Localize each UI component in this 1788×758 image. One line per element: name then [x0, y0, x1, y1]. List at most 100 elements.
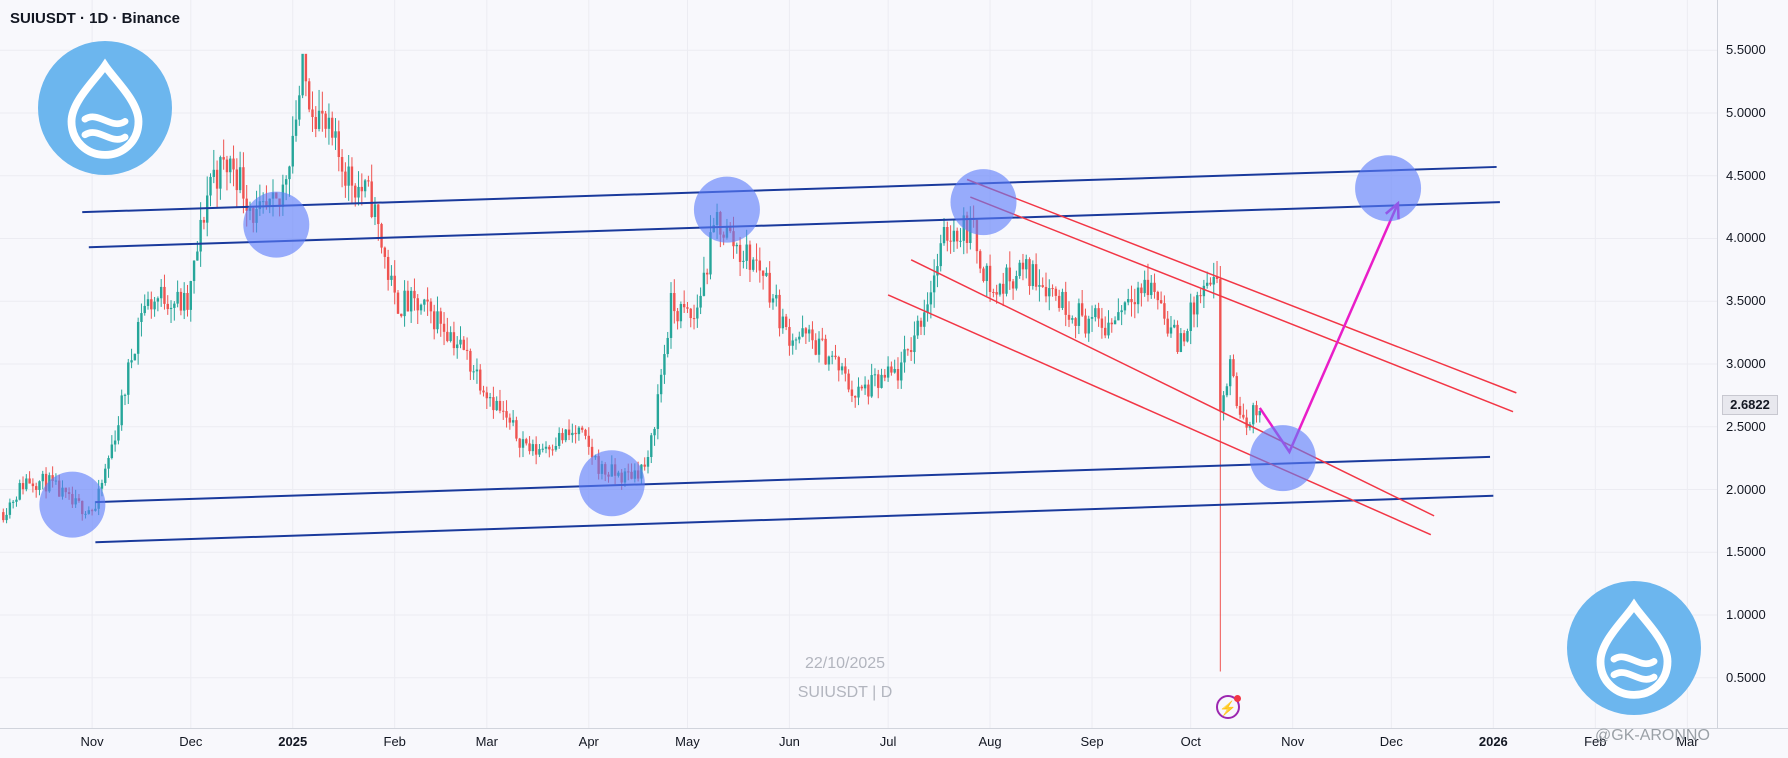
candle-up [886, 366, 890, 378]
candle-down [432, 311, 436, 330]
highlight-circle [1249, 425, 1316, 492]
candle-down [814, 340, 817, 355]
candle-down [360, 186, 364, 192]
candle-up [173, 303, 176, 308]
candle-down [844, 366, 847, 374]
date-tick-label: Mar [1676, 734, 1699, 749]
logo-wave [81, 113, 129, 127]
candle-up [15, 499, 18, 502]
candle-up [1205, 282, 1209, 286]
candle-up [936, 266, 939, 276]
candle-down [1159, 300, 1163, 304]
candle-up [1258, 411, 1261, 416]
date-tick-label: Feb [1584, 734, 1607, 749]
candle-down [215, 169, 219, 189]
notification-dot [1234, 695, 1241, 702]
price-tick-label: 3.0000 [1726, 356, 1766, 371]
candle-up [870, 375, 873, 397]
candle-up [357, 186, 360, 198]
candle-up [1015, 275, 1018, 289]
logo-disc [1567, 581, 1701, 715]
candle-up [1071, 318, 1074, 320]
candle-up [229, 158, 232, 173]
candle-up [939, 243, 942, 267]
candle-down [590, 446, 594, 458]
candle-up [390, 275, 393, 280]
candle-up [11, 501, 15, 503]
candle-down [1199, 295, 1202, 297]
candle-down [386, 256, 390, 280]
candle-up [1107, 322, 1110, 336]
candle-down [673, 293, 676, 312]
price-tick-label: 2.0000 [1726, 481, 1766, 497]
candle-down [485, 392, 489, 399]
candle-up [985, 265, 988, 282]
candle-down [34, 486, 38, 490]
candle-up [123, 394, 127, 396]
candle-down [314, 117, 317, 129]
candle-down [1044, 286, 1048, 297]
candle-down [498, 400, 502, 411]
candle-down [837, 357, 840, 371]
candle-up [745, 244, 748, 261]
candle-up [1087, 318, 1090, 334]
candle-down [222, 157, 225, 160]
candle-up [373, 204, 377, 217]
logo-droplet [1596, 598, 1672, 699]
candle-down [469, 350, 472, 372]
candle-down [383, 247, 387, 257]
highlight-circle [243, 191, 310, 258]
candle-up [554, 445, 558, 450]
candle-up [1113, 320, 1117, 325]
highlight-circle [39, 471, 106, 538]
candle-down [1008, 267, 1012, 282]
logo-wave [81, 129, 129, 143]
candle-down [584, 429, 587, 436]
flash-icon[interactable]: ⚡ [1216, 695, 1240, 719]
candle-up [146, 299, 150, 306]
candle-down [738, 244, 742, 262]
candle-down [51, 475, 54, 481]
candle-down [1219, 279, 1222, 412]
candle-up [830, 355, 834, 357]
channel-trendline [95, 494, 1494, 544]
price-tick-label: 1.5000 [1726, 544, 1766, 560]
candle-down [1100, 318, 1104, 328]
candle-down [1166, 318, 1169, 334]
candle-down [784, 316, 788, 328]
candle-down [643, 464, 646, 467]
candle-up [327, 117, 331, 129]
date-tick-label: Sep [1080, 734, 1104, 749]
descending-channel-line [910, 259, 1435, 517]
candle-down [426, 299, 429, 302]
candle-down [1110, 322, 1113, 325]
candle-up [929, 292, 933, 305]
candle-up [709, 232, 712, 275]
candle-up [104, 468, 107, 483]
symbol-title[interactable]: SUIUSDT · 1D · Binance [10, 10, 181, 27]
candle-down [1209, 282, 1212, 285]
candle-down [909, 350, 913, 353]
candle-down [995, 292, 998, 295]
candle-down [1255, 405, 1258, 416]
candle-down [847, 373, 850, 390]
candle-up [679, 304, 683, 322]
candle-down [393, 275, 396, 293]
candle-up [781, 316, 785, 329]
candle-up [1252, 405, 1255, 425]
candle-up [857, 386, 860, 398]
candle-up [669, 293, 673, 338]
candle-down [758, 260, 762, 271]
candle-down [235, 169, 239, 191]
candle-up [199, 219, 202, 252]
date-tick-label: Jul [879, 734, 897, 749]
candle-down [1021, 262, 1025, 270]
candle-down [1242, 414, 1245, 418]
candle-down [1051, 288, 1054, 290]
candle-down [1215, 276, 1219, 280]
candle-up [541, 448, 544, 450]
candle-down [748, 244, 752, 270]
date-tick-label: Feb [383, 734, 406, 749]
